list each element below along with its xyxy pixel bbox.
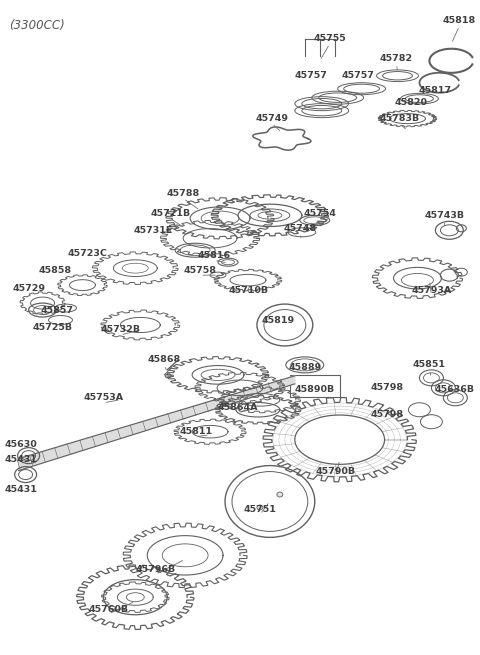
Text: 45758: 45758 — [184, 266, 216, 274]
Text: 45755: 45755 — [313, 34, 346, 43]
Text: 45743B: 45743B — [424, 211, 464, 220]
Polygon shape — [19, 376, 295, 470]
Text: 45820: 45820 — [395, 98, 428, 107]
Text: 45753A: 45753A — [84, 393, 123, 402]
Text: 45630: 45630 — [4, 440, 37, 449]
Text: 45725B: 45725B — [33, 324, 72, 333]
Text: 45732B: 45732B — [100, 326, 140, 335]
Text: 45819: 45819 — [261, 316, 294, 324]
Ellipse shape — [165, 374, 171, 378]
Text: 45754: 45754 — [303, 209, 336, 218]
Text: (3300CC): (3300CC) — [9, 19, 64, 32]
Text: 45636B: 45636B — [434, 385, 474, 394]
Text: 45731E: 45731E — [133, 226, 173, 234]
Ellipse shape — [257, 505, 263, 510]
Text: 45431: 45431 — [4, 455, 37, 464]
Text: 45748: 45748 — [283, 224, 316, 233]
Text: 45431: 45431 — [4, 485, 37, 494]
Text: 45793A: 45793A — [411, 286, 452, 295]
Text: 45790B: 45790B — [316, 467, 356, 476]
Text: 45729: 45729 — [12, 284, 45, 293]
Text: 45757: 45757 — [294, 71, 327, 81]
Text: 45760B: 45760B — [88, 605, 128, 614]
Text: 45864A: 45864A — [218, 403, 258, 412]
Text: 45817: 45817 — [419, 86, 452, 95]
Text: 45811: 45811 — [180, 427, 213, 436]
Text: 45757: 45757 — [341, 71, 374, 81]
Text: 45858: 45858 — [39, 266, 72, 274]
Text: 45749: 45749 — [255, 114, 288, 123]
Text: 45723C: 45723C — [68, 249, 108, 257]
Text: 45796B: 45796B — [135, 565, 175, 574]
Text: 45783B: 45783B — [380, 114, 420, 123]
Text: 45798: 45798 — [371, 383, 404, 392]
Text: 45851: 45851 — [413, 360, 446, 369]
Text: 45751: 45751 — [243, 505, 276, 514]
Text: 45798: 45798 — [371, 410, 404, 419]
Text: 45816: 45816 — [197, 251, 230, 260]
Text: 45721B: 45721B — [150, 209, 190, 218]
Text: 45857: 45857 — [41, 305, 74, 314]
Ellipse shape — [277, 492, 283, 497]
Text: 45788: 45788 — [167, 189, 200, 198]
Text: 45710B: 45710B — [229, 286, 269, 295]
Text: 45890B: 45890B — [295, 385, 335, 394]
Bar — [290, 375, 340, 397]
Text: 45889: 45889 — [288, 364, 322, 373]
Text: 45782: 45782 — [380, 54, 413, 64]
Text: 45818: 45818 — [443, 16, 476, 26]
Text: 45868: 45868 — [147, 356, 181, 364]
